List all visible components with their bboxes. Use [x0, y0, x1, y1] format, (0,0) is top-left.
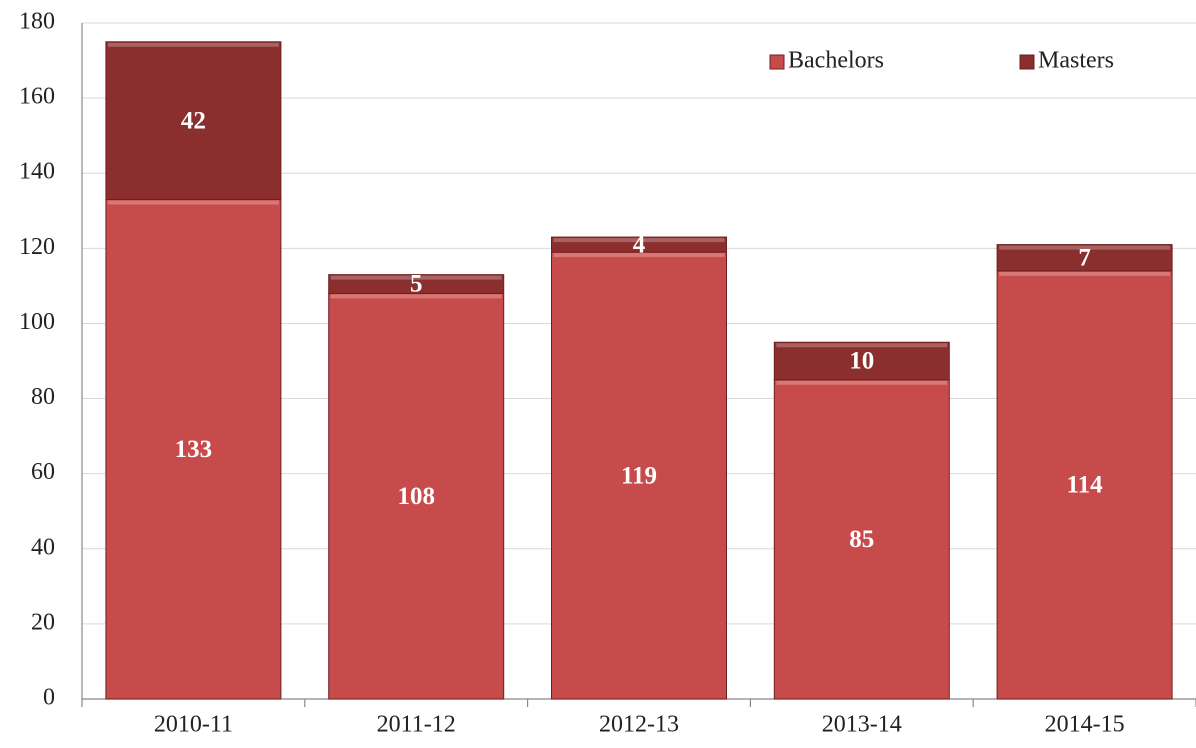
bar-highlight: [107, 200, 279, 205]
data-label: 119: [621, 462, 657, 489]
bar-segment: [996, 244, 1173, 272]
bar-segment: [773, 341, 950, 381]
y-tick-label: 100: [19, 309, 55, 335]
bar-segment: [105, 199, 282, 700]
y-tick-label: 120: [19, 234, 55, 260]
data-label: 114: [1067, 472, 1104, 499]
bar-highlight: [553, 238, 725, 243]
data-label: 7: [1078, 244, 1091, 271]
bar-highlight: [553, 253, 725, 258]
y-tick-label: 60: [31, 459, 55, 485]
bar-segment: [551, 251, 727, 700]
y-tick-label: 0: [43, 685, 55, 711]
x-tick-label: 2014-15: [1045, 712, 1125, 738]
data-label: 10: [849, 348, 874, 375]
bar-segment: [105, 41, 282, 201]
x-tick-label: 2010-11: [154, 712, 233, 738]
bar-highlight: [776, 380, 948, 385]
bar-highlight: [330, 275, 502, 280]
y-tick-label: 140: [19, 159, 55, 185]
data-label: 42: [181, 107, 206, 134]
y-tick-label: 20: [31, 609, 55, 635]
data-label: 85: [849, 526, 874, 553]
bar-highlight: [776, 343, 948, 348]
data-label: 108: [397, 483, 435, 510]
y-tick-label: 80: [31, 384, 55, 410]
bar-segment: [328, 292, 505, 700]
data-label: 5: [410, 271, 423, 298]
x-tick-label: 2012-13: [599, 712, 679, 738]
y-tick-label: 40: [31, 534, 55, 560]
bar-segment: [996, 270, 1173, 700]
bar-highlight: [999, 271, 1171, 276]
y-tick-label: 180: [19, 9, 55, 35]
legend-label: Masters: [1038, 48, 1114, 74]
bar-segment: [328, 274, 505, 294]
y-tick-label: 160: [19, 84, 55, 110]
x-tick-label: 2011-12: [377, 712, 456, 738]
legend-swatch: [1019, 54, 1035, 70]
legend-label: Bachelors: [788, 48, 884, 74]
data-label: 133: [175, 436, 213, 463]
bar-highlight: [107, 42, 279, 47]
bar-highlight: [999, 245, 1171, 250]
bar-segment: [773, 379, 950, 700]
x-tick-label: 2013-14: [822, 712, 902, 738]
bar-segment: [551, 236, 727, 253]
bar-highlight: [330, 294, 502, 299]
data-label: 4: [633, 231, 646, 258]
legend-swatch: [769, 54, 785, 70]
